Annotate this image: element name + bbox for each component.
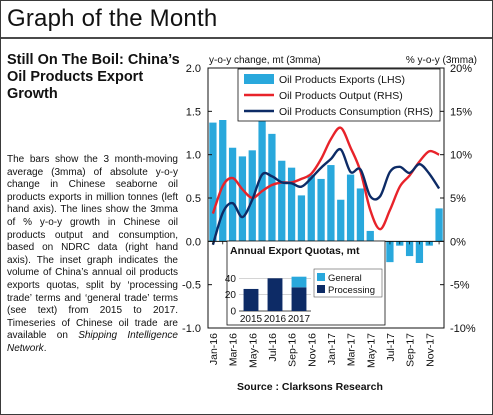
inset-y-tick-label: 20	[225, 290, 237, 301]
legend-label-output: Oil Products Output (RHS)	[279, 90, 403, 102]
inset-legend-swatch-general	[317, 273, 325, 281]
inset-bar-processing	[243, 288, 259, 311]
x-axis-tick-label: Jan-16	[208, 333, 220, 365]
right-axis-tick-label: -10%	[450, 323, 476, 335]
exports-bar	[248, 150, 256, 242]
exports-bar	[238, 156, 247, 242]
left-axis-title: y-o-y change, mt (3mma)	[209, 55, 321, 66]
chart-source: Source : Clarksons Research	[237, 381, 383, 393]
legend-swatch-exports	[244, 74, 274, 84]
exports-bar	[337, 199, 345, 242]
left-axis-tick-label: 0.5	[186, 193, 201, 205]
article-body-link[interactable]: Shipping Intelligence Network	[7, 330, 178, 354]
page-title: Graph of the Month	[7, 5, 218, 32]
inset-title: Annual Export Quotas, mt	[230, 245, 360, 257]
exports-bar	[386, 241, 394, 263]
exports-bar	[209, 122, 217, 242]
left-axis-tick-label: -0.5	[182, 280, 201, 292]
exports-bar	[317, 178, 325, 242]
article-body: The bars show the 3 month-moving average…	[7, 154, 178, 356]
exports-bar	[435, 208, 443, 242]
inset-x-tick-label: 2016	[264, 314, 287, 325]
inset-x-tick-label: 2015	[240, 314, 263, 325]
right-axis-tick-label: 20%	[450, 63, 472, 75]
x-axis-tick-label: Sep-16	[287, 333, 299, 367]
title-divider	[1, 37, 492, 39]
x-axis-tick-label: Jan-17	[326, 333, 338, 365]
inset-bar-processing	[267, 278, 283, 311]
inset-bar-processing	[291, 287, 307, 311]
x-axis-tick-label: Mar-17	[346, 333, 358, 366]
left-axis-tick-label: 1.0	[186, 150, 201, 162]
left-axis-tick-label: 0.0	[186, 236, 201, 248]
exports-bar	[297, 195, 306, 242]
exports-bar	[356, 188, 365, 242]
exports-bar	[366, 230, 374, 242]
exports-bar	[258, 102, 266, 242]
legend-label-consumption: Oil Products Consumption (RHS)	[279, 106, 433, 118]
left-axis-tick-label: -1.0	[182, 323, 201, 335]
right-axis-tick-label: 10%	[450, 150, 472, 162]
inset-legend-swatch-processing	[317, 285, 325, 293]
inset-legend-label-processing: Processing	[328, 285, 375, 296]
x-axis-tick-label: May-16	[247, 333, 259, 368]
inset-bar-general	[291, 276, 307, 288]
inset-legend-label-general: General	[328, 273, 362, 284]
x-axis-tick-label: Jul-17	[385, 333, 397, 362]
output-line	[211, 126, 440, 231]
exports-bar	[287, 167, 296, 242]
inset-y-tick-label: 40	[225, 274, 237, 285]
right-axis-tick-label: -5%	[450, 280, 470, 292]
exports-bar	[219, 120, 227, 242]
left-axis-tick-label: 1.5	[186, 106, 201, 118]
article-headline: Still On The Boil: China’s Oil Products …	[7, 52, 180, 102]
inset-x-tick-label: 2017	[288, 314, 311, 325]
x-axis-tick-label: Sep-17	[405, 333, 417, 367]
x-axis-tick-label: Nov-16	[306, 333, 318, 367]
x-axis-tick-label: Nov-17	[424, 333, 436, 367]
exports-bar	[405, 241, 414, 257]
right-axis-tick-label: 0%	[450, 236, 466, 248]
exports-bar	[278, 160, 286, 242]
consumption-line	[211, 147, 441, 246]
right-axis-tick-label: 15%	[450, 106, 472, 118]
x-axis-tick-label: Mar-16	[228, 333, 240, 366]
inset-y-tick-label: 0	[230, 307, 236, 318]
right-axis-title: % y-o-y (3mma)	[406, 55, 477, 66]
exports-bar	[327, 165, 335, 242]
exports-bar	[415, 241, 424, 263]
inset-legend-box	[313, 268, 383, 298]
right-axis-tick-label: 5%	[450, 193, 466, 205]
exports-bar	[307, 174, 315, 242]
x-axis-tick-label: May-17	[365, 333, 377, 368]
exports-bar	[346, 174, 355, 242]
article-body-text: The bars show the 3 month-moving average…	[7, 154, 178, 342]
exports-bar	[228, 147, 237, 242]
article-body-end: .	[43, 342, 47, 354]
x-axis-tick-label: Jul-16	[267, 333, 279, 362]
exports-bar	[268, 133, 276, 242]
left-axis-tick-label: 2.0	[186, 63, 201, 75]
legend-label-exports: Oil Products Exports (LHS)	[279, 74, 405, 86]
